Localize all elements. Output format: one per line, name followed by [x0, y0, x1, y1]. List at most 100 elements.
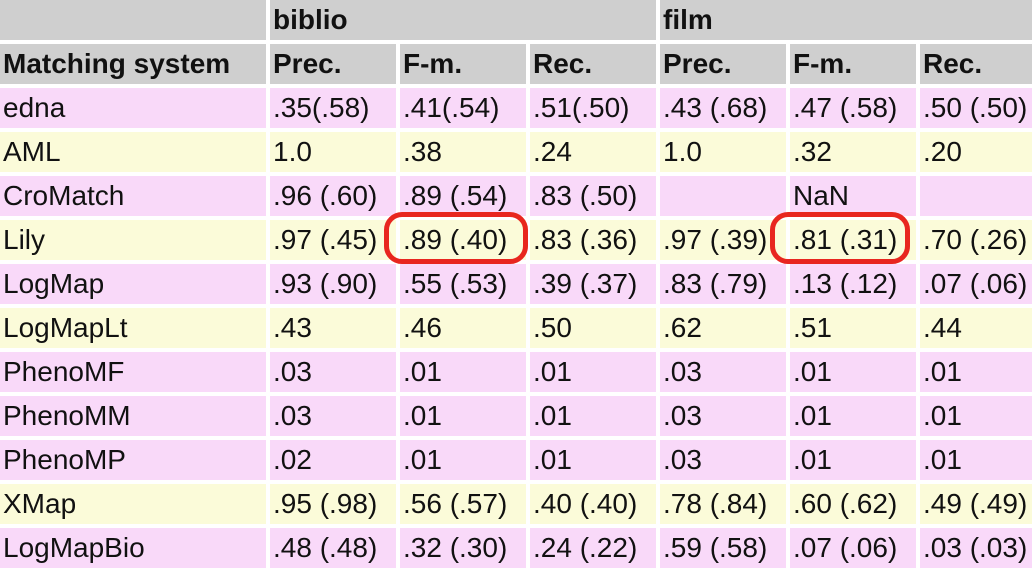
cell-value: .97 (.39) — [660, 220, 786, 260]
cell-value: .01 — [790, 440, 916, 480]
group-header-film: film — [660, 0, 1032, 40]
cell-value: .03 (.03) — [920, 528, 1032, 568]
table-row: PhenoMP .02 .01 .01 .03 .01 .01 — [0, 440, 1032, 480]
cell-value: .49 (.49) — [920, 484, 1032, 524]
column-header-biblio-prec: Prec. — [270, 44, 396, 84]
cell-value-highlighted: .89 (.40) — [400, 220, 526, 260]
cell-value: 1.0 — [270, 132, 396, 172]
table-row: AML 1.0 .38 .24 1.0 .32 .20 — [0, 132, 1032, 172]
cell-value: .83 (.79) — [660, 264, 786, 304]
cell-value: .50 — [530, 308, 656, 348]
cell-value: .01 — [530, 352, 656, 392]
column-header-row: Matching system Prec. F-m. Rec. Prec. F-… — [0, 44, 1032, 84]
cell-value: .40 (.40) — [530, 484, 656, 524]
cell-value: .03 — [660, 396, 786, 436]
cell-value: .01 — [400, 440, 526, 480]
table-row: edna .35(.58) .41(.54) .51(.50) .43 (.68… — [0, 88, 1032, 128]
cell-system: Lily — [0, 220, 266, 260]
cell-value: .51(.50) — [530, 88, 656, 128]
cell-value: .59 (.58) — [660, 528, 786, 568]
cell-value: .44 — [920, 308, 1032, 348]
cell-value: .41(.54) — [400, 88, 526, 128]
cell-value: .07 (.06) — [920, 264, 1032, 304]
cell-system: AML — [0, 132, 266, 172]
cell-value: .03 — [660, 352, 786, 392]
table-row: LogMap .93 (.90) .55 (.53) .39 (.37) .83… — [0, 264, 1032, 304]
table-row: Lily .97 (.45) .89 (.40) .83 (.36) .97 (… — [0, 220, 1032, 260]
cell-value: .89 (.54) — [400, 176, 526, 216]
cell-value: .48 (.48) — [270, 528, 396, 568]
column-header-biblio-fm: F-m. — [400, 44, 526, 84]
column-header-system: Matching system — [0, 44, 266, 84]
cell-value: .32 — [790, 132, 916, 172]
cell-value: .01 — [790, 396, 916, 436]
cell-value: .01 — [920, 440, 1032, 480]
cell-value: .13 (.12) — [790, 264, 916, 304]
cell-value: .51 — [790, 308, 916, 348]
cell-value: .96 (.60) — [270, 176, 396, 216]
cell-system: PhenoMM — [0, 396, 266, 436]
cell-value: .50 (.50) — [920, 88, 1032, 128]
cell-system: CroMatch — [0, 176, 266, 216]
cell-value: 1.0 — [660, 132, 786, 172]
cell-value — [660, 176, 786, 216]
cell-value: .62 — [660, 308, 786, 348]
cell-system: PhenoMF — [0, 352, 266, 392]
cell-value: .01 — [530, 440, 656, 480]
cell-system: LogMapBio — [0, 528, 266, 568]
table-row: CroMatch .96 (.60) .89 (.54) .83 (.50) N… — [0, 176, 1032, 216]
cell-value: .47 (.58) — [790, 88, 916, 128]
cell-value: .02 — [270, 440, 396, 480]
cell-value: .70 (.26) — [920, 220, 1032, 260]
corner-cell — [0, 0, 266, 40]
column-header-film-fm: F-m. — [790, 44, 916, 84]
cell-value: .93 (.90) — [270, 264, 396, 304]
table-row: PhenoMM .03 .01 .01 .03 .01 .01 — [0, 396, 1032, 436]
cell-system: XMap — [0, 484, 266, 524]
cell-value: .46 — [400, 308, 526, 348]
cell-value: .83 (.50) — [530, 176, 656, 216]
table-row: LogMapLt .43 .46 .50 .62 .51 .44 — [0, 308, 1032, 348]
cell-value: .03 — [660, 440, 786, 480]
group-header-row: biblio film — [0, 0, 1032, 40]
cell-value: .60 (.62) — [790, 484, 916, 524]
cell-value: .39 (.37) — [530, 264, 656, 304]
cell-value: .43 — [270, 308, 396, 348]
column-header-film-prec: Prec. — [660, 44, 786, 84]
cell-system: LogMap — [0, 264, 266, 304]
cell-system: PhenoMP — [0, 440, 266, 480]
cell-value: .01 — [400, 396, 526, 436]
cell-value: .35(.58) — [270, 88, 396, 128]
table-row: LogMapBio .48 (.48) .32 (.30) .24 (.22) … — [0, 528, 1032, 568]
cell-value: .01 — [920, 352, 1032, 392]
cell-system: edna — [0, 88, 266, 128]
cell-value: .97 (.45) — [270, 220, 396, 260]
cell-value: .78 (.84) — [660, 484, 786, 524]
group-header-biblio: biblio — [270, 0, 656, 40]
table-row: XMap .95 (.98) .56 (.57) .40 (.40) .78 (… — [0, 484, 1032, 524]
cell-value: .03 — [270, 352, 396, 392]
column-header-biblio-rec: Rec. — [530, 44, 656, 84]
cell-value: .95 (.98) — [270, 484, 396, 524]
table-body: edna .35(.58) .41(.54) .51(.50) .43 (.68… — [0, 88, 1032, 568]
cell-system: LogMapLt — [0, 308, 266, 348]
cell-value: .38 — [400, 132, 526, 172]
cell-value: .24 — [530, 132, 656, 172]
cell-value: .01 — [790, 352, 916, 392]
cell-value: .20 — [920, 132, 1032, 172]
table-row: PhenoMF .03 .01 .01 .03 .01 .01 — [0, 352, 1032, 392]
cell-value: .07 (.06) — [790, 528, 916, 568]
cell-value: .24 (.22) — [530, 528, 656, 568]
cell-value: .32 (.30) — [400, 528, 526, 568]
cell-value: .03 — [270, 396, 396, 436]
cell-value — [920, 176, 1032, 216]
cell-value: .01 — [920, 396, 1032, 436]
cell-value: .56 (.57) — [400, 484, 526, 524]
column-header-film-rec: Rec. — [920, 44, 1032, 84]
cell-value: NaN — [790, 176, 916, 216]
cell-value: .43 (.68) — [660, 88, 786, 128]
cell-value: .55 (.53) — [400, 264, 526, 304]
cell-value: .83 (.36) — [530, 220, 656, 260]
